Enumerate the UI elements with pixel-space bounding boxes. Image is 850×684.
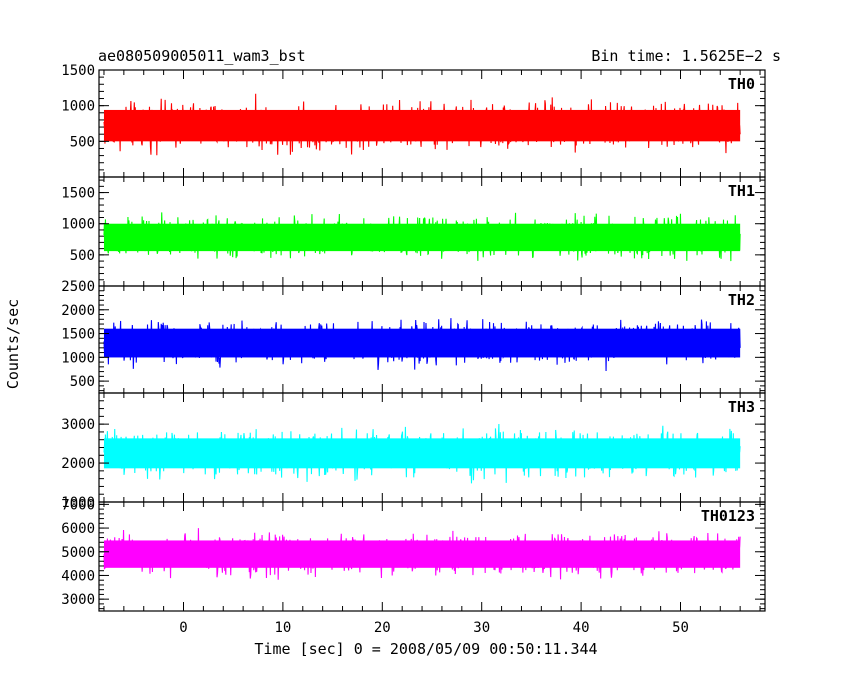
y-tick-label: 1500 — [61, 63, 95, 79]
series-core-band-th1 — [103, 223, 741, 252]
series-core-band-th0 — [103, 109, 741, 142]
y-tick-label: 4000 — [61, 568, 95, 584]
chart-title: ae080509005011_wam3_bst — [98, 47, 306, 65]
y-tick-label: 1500 — [61, 186, 95, 202]
panel-th0123: 3000 4000 5000 6000 7000 TH0123 — [61, 497, 766, 612]
x-axis-label: Time [sec] 0 = 2008/05/09 00:50:11.344 — [254, 640, 597, 658]
y-tick-label: 5000 — [61, 545, 95, 561]
panel-th1: 500 1000 1500 TH1 — [61, 176, 766, 287]
y-tick-label: 3000 — [61, 592, 95, 608]
y-tick-label: 1000 — [61, 350, 95, 366]
series-label: TH1 — [728, 182, 755, 200]
y-tick-label: 500 — [70, 134, 95, 150]
y-tick-label: 2000 — [61, 303, 95, 319]
x-tick-label: 50 — [672, 620, 689, 636]
y-tick-label: 6000 — [61, 521, 95, 537]
y-tick-label: 1000 — [61, 495, 95, 511]
series-label: TH0123 — [701, 507, 755, 525]
panel-th2: 500 1000 1500 2000 2500 TH2 — [61, 279, 766, 394]
panel-th0: 500 1000 1500 TH0 — [61, 63, 766, 178]
y-tick-label: 7000 — [61, 497, 95, 513]
y-tick-label: 1500 — [61, 327, 95, 343]
x-tick-label: 30 — [473, 620, 490, 636]
y-tick-label: 1000 — [61, 99, 95, 115]
series-core-band-th3 — [103, 438, 741, 469]
panel-th3: 1000 2000 3000 TH3 — [61, 392, 766, 511]
y-tick-label: 3000 — [61, 417, 95, 433]
x-tick-label: 10 — [274, 620, 291, 636]
series-label: TH0 — [728, 75, 755, 93]
x-tick-label: 0 — [179, 620, 187, 636]
series-label: TH3 — [728, 398, 755, 416]
y-axis-label: Counts/sec — [4, 299, 22, 389]
series-core-band-th0123 — [103, 540, 741, 568]
y-tick-label: 2000 — [61, 456, 95, 472]
x-tick-label: 20 — [374, 620, 391, 636]
y-tick-label: 500 — [70, 374, 95, 390]
series-label: TH2 — [728, 291, 755, 309]
y-tick-label: 1000 — [61, 217, 95, 233]
y-tick-label: 500 — [70, 248, 95, 264]
bin-time-label: Bin time: 1.5625E−2 s — [591, 47, 781, 65]
x-tick-label: 40 — [573, 620, 590, 636]
y-tick-label: 2500 — [61, 279, 95, 295]
series-core-band-th2 — [103, 328, 741, 358]
